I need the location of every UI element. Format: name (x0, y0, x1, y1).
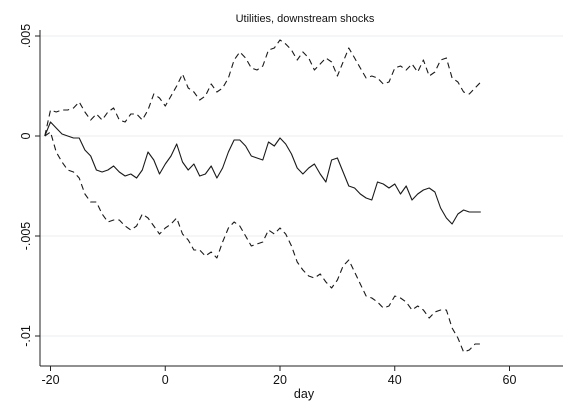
series-line-dashed-0 (44, 39, 482, 137)
x-axis-title: day (294, 387, 315, 401)
x-tick-label: 40 (388, 373, 402, 387)
y-tick-label: -.01 (19, 325, 33, 347)
x-tick-label: 0 (162, 373, 169, 387)
x-tick-label: -20 (41, 373, 59, 387)
x-tick-label: 20 (273, 373, 287, 387)
series-line-solid-1 (44, 121, 481, 225)
x-tick-label: 60 (503, 373, 517, 387)
y-tick-label: .005 (19, 24, 33, 48)
series-lines (44, 39, 482, 353)
axes: .005 0 -.005 -.01 -20 0 20 40 60 (19, 24, 563, 387)
gridlines (40, 35, 563, 337)
chart-title: Utilities, downstream shocks (236, 13, 375, 25)
series-line-dashed-2 (44, 131, 481, 353)
y-tick-label: 0 (19, 132, 33, 139)
y-tick-label: -.005 (19, 222, 33, 251)
